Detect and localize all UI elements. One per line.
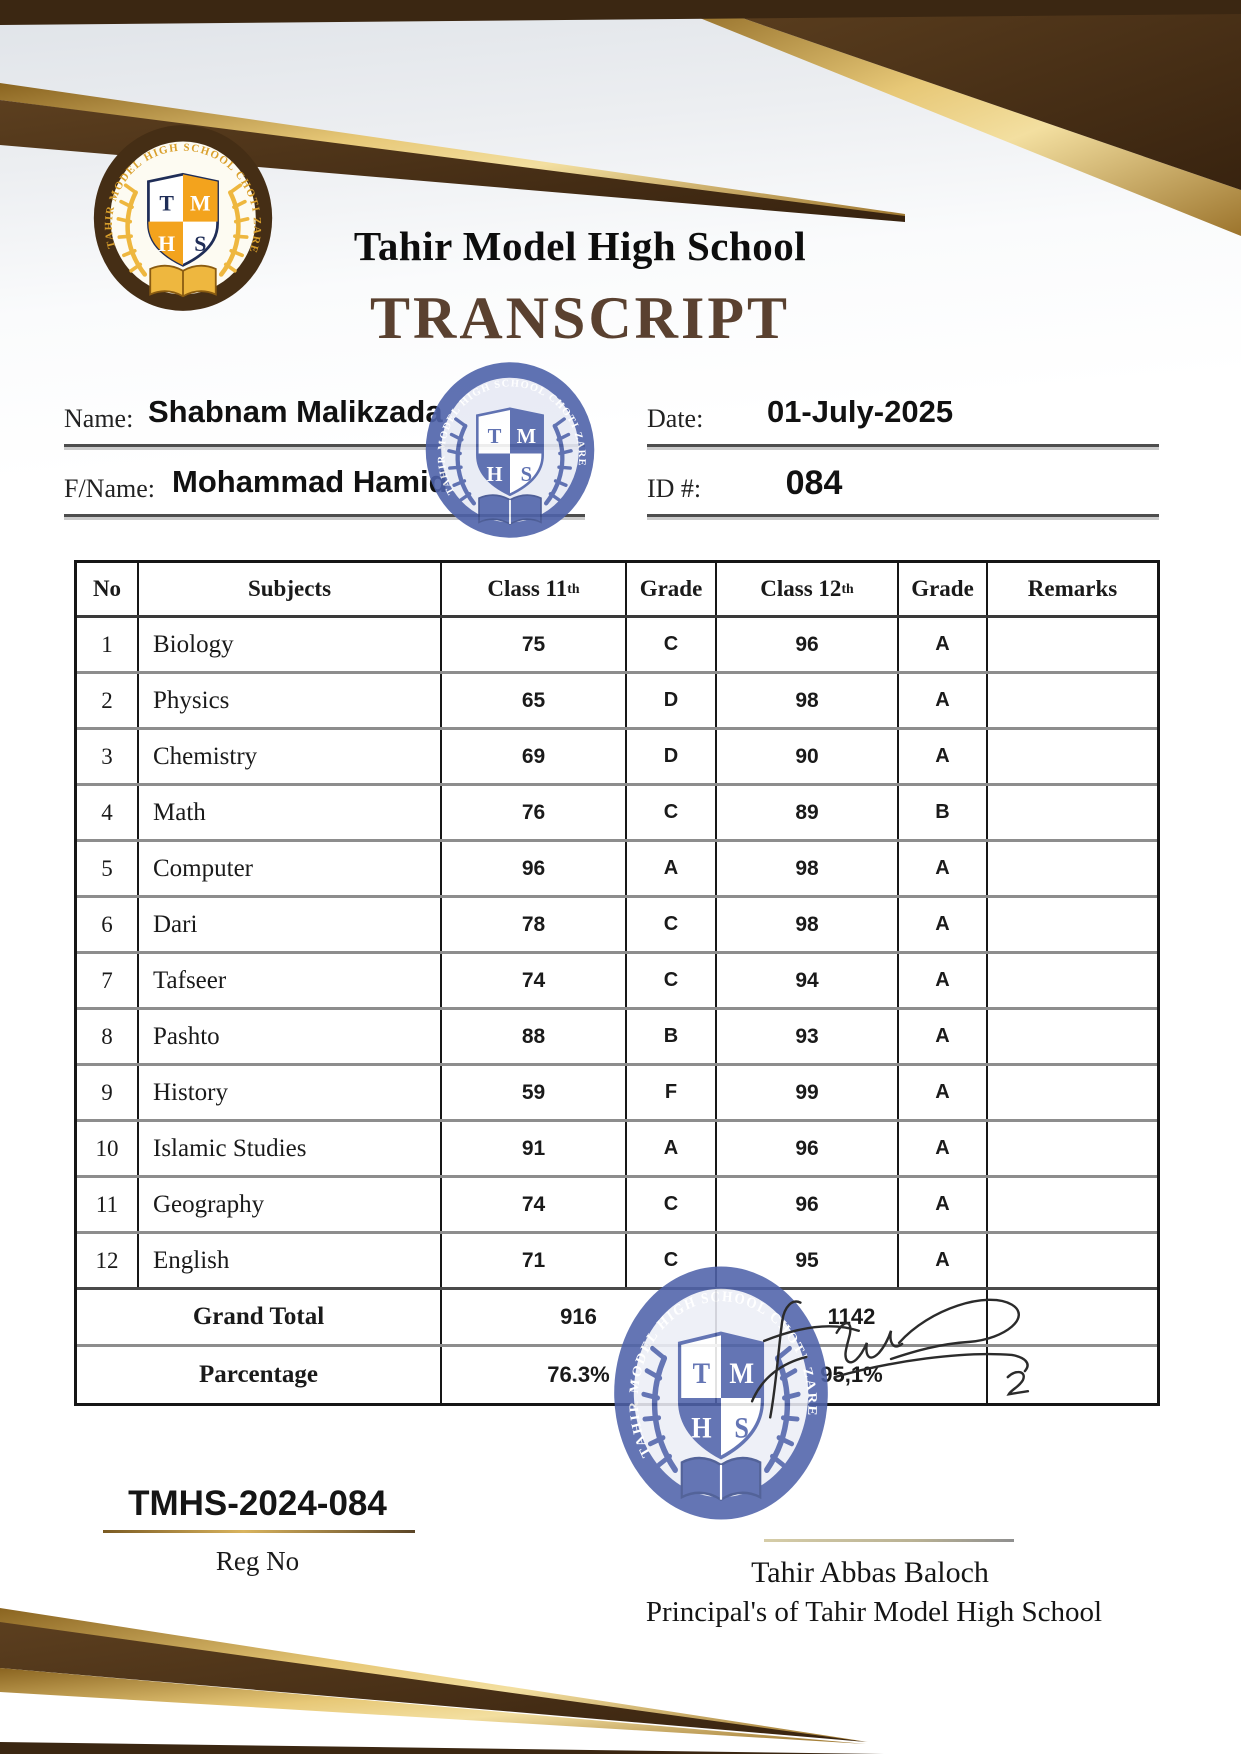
table-row: 7 Tafseer 74 C 94 A xyxy=(77,951,1157,1007)
remarks-cell xyxy=(986,786,1157,839)
shield-letter-s: S xyxy=(194,232,206,256)
name-value: Shabnam Malikzada xyxy=(148,394,443,429)
remarks-cell xyxy=(986,1010,1157,1063)
registration-number: TMHS-2024-084 xyxy=(128,1484,387,1523)
bottom-band xyxy=(0,1742,884,1754)
table-row: 9 History 59 F 99 A xyxy=(77,1063,1157,1119)
svg-text:H: H xyxy=(691,1412,712,1445)
stamp-shield: T M H S xyxy=(476,407,544,497)
father-name-value: Mohammad Hamid xyxy=(172,464,448,499)
grand-total-row: Grand Total 916 1142 xyxy=(77,1287,1157,1344)
id-label: ID #: xyxy=(647,474,702,503)
name-label: Name: xyxy=(64,404,134,433)
bottom-ribbon-brown xyxy=(0,1622,866,1742)
laurel-wreath xyxy=(116,183,250,277)
grand-total-remarks-cell xyxy=(986,1290,1157,1344)
percentage-row: Parcentage 76.3% 95,1% xyxy=(77,1344,1157,1403)
school-stamp-watermark-icon: TAHIR MODEL HIGH SCHOOL CHOTI ZAREEN T M… xyxy=(424,360,595,538)
remarks-cell xyxy=(986,618,1157,671)
stamp-laurel-wreath xyxy=(641,1345,801,1474)
school-crest-logo: TAHIR MODEL HIGH SCHOOL CHOTI ZAREEN T M… xyxy=(92,122,273,311)
stamp-open-book xyxy=(478,494,542,525)
bottom-ribbon-gold-bottom xyxy=(0,1668,866,1744)
table-row: 11 Geography 74 C 96 A xyxy=(77,1175,1157,1231)
table-row: 3 Chemistry 69 D 90 A xyxy=(77,727,1157,783)
id-underline xyxy=(647,514,1159,517)
table-row: 4 Math 76 C 89 B xyxy=(77,783,1157,839)
table-row: 6 Dari 78 C 98 A xyxy=(77,895,1157,951)
principal-title: Principal's of Tahir Model High School xyxy=(645,1596,1103,1628)
remarks-cell xyxy=(986,730,1157,783)
father-name-underline xyxy=(64,514,585,517)
remarks-cell xyxy=(986,1178,1157,1231)
table-row: 5 Computer 96 A 98 A xyxy=(77,839,1157,895)
table-row: 10 Islamic Studies 91 A 96 A xyxy=(77,1119,1157,1175)
remarks-cell xyxy=(986,1122,1157,1175)
remarks-cell xyxy=(986,954,1157,1007)
grand-total-class11: 916 xyxy=(440,1290,715,1344)
bottom-ribbon-gold-top xyxy=(0,1608,868,1742)
top-right-brown-wedge xyxy=(690,0,1241,190)
principal-signature-icon xyxy=(750,1298,1030,1419)
table-row: 8 Pashto 88 B 93 A xyxy=(77,1007,1157,1063)
table-row: 1 Biology 75 C 96 A xyxy=(77,615,1157,671)
father-name-label: F/Name: xyxy=(64,474,155,503)
svg-text:S: S xyxy=(734,1412,749,1445)
header-grade2: Grade xyxy=(897,563,986,615)
crest-shield: T M H S xyxy=(147,172,219,267)
top-band xyxy=(0,0,1241,25)
name-underline xyxy=(64,444,585,447)
remarks-cell xyxy=(986,674,1157,727)
header-subjects: Subjects xyxy=(137,563,440,615)
remarks-cell xyxy=(986,1066,1157,1119)
svg-text:T: T xyxy=(693,1358,711,1391)
principal-name: Tahir Abbas Baloch xyxy=(751,1556,989,1589)
percentage-remarks-cell xyxy=(986,1347,1157,1403)
svg-text:T: T xyxy=(488,426,502,448)
signature-underline xyxy=(764,1539,1014,1542)
left-ribbon-gold-edge xyxy=(0,83,905,219)
remarks-cell xyxy=(986,842,1157,895)
table-row: 2 Physics 65 D 98 A xyxy=(77,671,1157,727)
document-title: TRANSCRIPT xyxy=(369,285,791,351)
grand-total-class12: 1142 xyxy=(715,1290,986,1344)
header-remarks: Remarks xyxy=(986,563,1157,615)
table-row: 12 English 71 C 95 A xyxy=(77,1231,1157,1287)
shield-letter-h: H xyxy=(158,232,175,256)
document-header: Tahir Model High School TRANSCRIPT xyxy=(300,222,860,353)
header-no: No xyxy=(92,576,122,601)
registration-underline xyxy=(103,1530,415,1533)
id-value: 084 xyxy=(785,464,843,502)
svg-text:S: S xyxy=(521,464,532,486)
svg-text:H: H xyxy=(486,464,502,486)
header-grade1: Grade xyxy=(625,563,715,615)
crest-open-book xyxy=(149,264,217,298)
remarks-cell xyxy=(986,1234,1157,1287)
registration-label: Reg No xyxy=(215,1546,300,1576)
svg-text:M: M xyxy=(729,1358,754,1391)
shield-letter-t: T xyxy=(159,192,174,216)
top-right-gold-stripe xyxy=(655,0,1241,236)
percentage-label: Parcentage xyxy=(199,1361,318,1388)
grand-total-label: Grand Total xyxy=(192,1303,325,1330)
date-underline xyxy=(647,444,1159,447)
percentage-class11: 76.3% xyxy=(440,1347,715,1403)
stamp-open-book xyxy=(680,1456,762,1502)
remarks-cell xyxy=(986,898,1157,951)
school-name-title: Tahir Model High School xyxy=(353,223,807,269)
percentage-class12: 95,1% xyxy=(715,1347,986,1403)
stamp-shield: T M H S xyxy=(677,1331,765,1460)
date-label: Date: xyxy=(647,404,704,433)
shield-letter-m: M xyxy=(190,192,211,216)
date-value: 01-July-2025 xyxy=(766,394,954,429)
stamp-laurel-wreath xyxy=(447,417,573,506)
svg-text:M: M xyxy=(517,426,536,448)
left-ribbon-brown xyxy=(0,100,905,222)
